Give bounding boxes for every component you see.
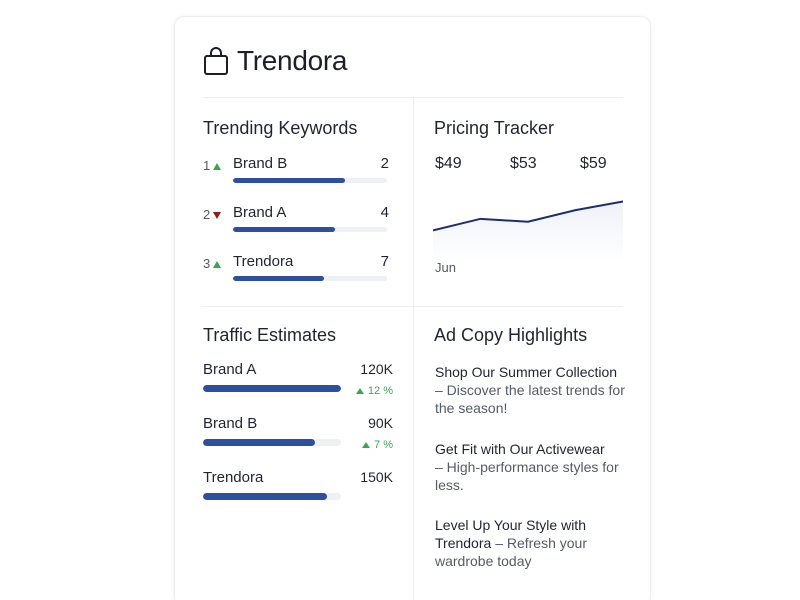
keyword-bar (233, 276, 387, 281)
keyword-count: 4 (380, 204, 389, 221)
traffic-bar-fill (203, 385, 341, 392)
traffic-name: Brand B (203, 415, 258, 432)
traffic-row[interactable]: Brand A 120K 12 % (203, 361, 395, 411)
ad-headline: Level Up Your Style with Trendora (435, 517, 586, 551)
brand-name: Trendora (237, 45, 348, 76)
keyword-count: 2 (380, 155, 389, 172)
price-label: $53 (510, 155, 537, 172)
traffic-change: 7 % (362, 439, 393, 451)
keyword-rank: 3 (203, 256, 211, 271)
ad-body: – High-performance styles for less. (435, 459, 619, 493)
keyword-rank: 1 (203, 158, 211, 173)
traffic-name: Trendora (203, 469, 264, 486)
keyword-bar (233, 227, 387, 232)
price-line-chart (433, 200, 623, 262)
keyword-bar-fill (233, 276, 324, 281)
ad-headline: Get Fit with Our Activewear (435, 441, 605, 457)
divider (413, 97, 414, 600)
traffic-bar (203, 493, 341, 500)
traffic-change-value: 12 % (367, 385, 393, 397)
keyword-name: Trendora (233, 253, 294, 270)
keyword-row[interactable]: 3 Trendora 7 (203, 253, 389, 295)
keyword-name: Brand A (233, 204, 287, 221)
keyword-count: 7 (380, 253, 389, 270)
keyword-row[interactable]: 2 Brand A 4 (203, 204, 389, 246)
trend-up-icon (213, 163, 221, 170)
trending-keywords-title: Trending Keywords (203, 118, 358, 138)
traffic-value: 150K (360, 469, 393, 485)
keyword-bar-fill (233, 178, 346, 183)
traffic-change-value: 7 % (374, 439, 393, 451)
traffic-estimates-title: Traffic Estimates (203, 325, 337, 345)
pricing-tracker-title: Pricing Tracker (434, 118, 555, 138)
keyword-row[interactable]: 1 Brand B 2 (203, 155, 389, 197)
ad-copy-item[interactable]: Get Fit with Our Activewear – High-perfo… (435, 440, 635, 494)
traffic-row[interactable]: Trendora 150K (203, 469, 395, 519)
trend-up-icon (355, 388, 364, 394)
price-area (433, 201, 623, 262)
divider (203, 306, 623, 307)
month-label: Jun (435, 260, 456, 275)
trend-up-icon (213, 261, 221, 268)
price-line (433, 200, 623, 232)
ad-copy-item[interactable]: Level Up Your Style with Trendora – Refr… (435, 516, 635, 570)
shopping-bag-icon (204, 47, 228, 75)
traffic-value: 120K (360, 361, 393, 377)
traffic-bar (203, 385, 341, 392)
ad-copy-item[interactable]: Shop Our Summer Collection – Discover th… (435, 363, 635, 417)
traffic-row[interactable]: Brand B 90K 7 % (203, 415, 395, 465)
keyword-rank: 2 (203, 207, 211, 222)
ad-body: – Refresh your wardrobe today (435, 535, 588, 569)
keyword-bar-fill (233, 227, 335, 232)
traffic-bar-fill (203, 493, 328, 500)
ad-copy-title: Ad Copy Highlights (434, 325, 588, 345)
ad-headline: Shop Our Summer Collection (435, 364, 618, 380)
trend-up-icon (362, 442, 371, 448)
traffic-bar-fill (203, 439, 315, 446)
traffic-name: Brand A (203, 361, 257, 378)
keyword-bar (233, 178, 387, 183)
ad-body: – Discover the latest trends for the sea… (435, 382, 625, 416)
brand-header: Trendora (203, 45, 347, 77)
price-label: $49 (435, 155, 462, 172)
trend-down-icon (213, 212, 221, 219)
price-label: $59 (580, 155, 607, 172)
keyword-name: Brand B (233, 155, 288, 172)
dashboard-card: Trendora Trending Keywords 1 Brand B 2 2… (174, 16, 651, 600)
traffic-change: 12 % (355, 385, 393, 397)
traffic-value: 90K (368, 415, 393, 431)
traffic-bar (203, 439, 341, 446)
